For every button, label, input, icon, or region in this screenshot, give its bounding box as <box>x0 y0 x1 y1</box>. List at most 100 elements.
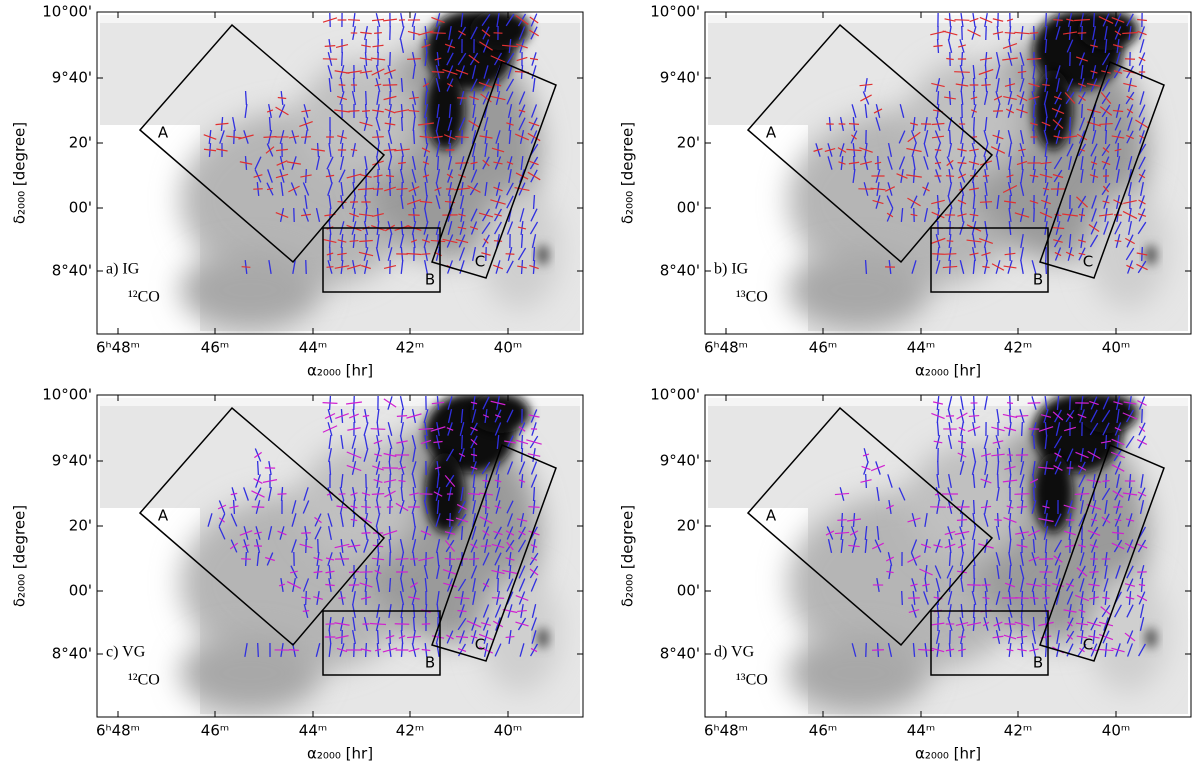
vector-cross <box>325 557 335 561</box>
vector <box>471 247 477 261</box>
vector-cross <box>275 106 289 116</box>
vector-cross <box>834 492 850 496</box>
vector-cross <box>346 451 362 459</box>
vector-cross <box>300 174 312 178</box>
vector-cross <box>409 96 419 100</box>
vector-cross <box>470 438 478 446</box>
vector-cross <box>1017 648 1027 652</box>
vector-cross <box>371 68 385 76</box>
vector <box>1043 91 1049 105</box>
vector <box>447 396 453 410</box>
vector <box>959 552 965 566</box>
y-tick-label: 9°40' <box>660 69 700 87</box>
vector <box>352 590 356 606</box>
vector <box>1127 156 1133 170</box>
vector <box>1019 130 1025 144</box>
vector <box>1068 116 1072 132</box>
vector <box>972 116 976 132</box>
vector <box>1115 52 1121 66</box>
vector-cross <box>410 582 418 588</box>
vector-cross <box>490 95 506 101</box>
vector-cross <box>396 440 408 444</box>
vector-cross <box>251 490 265 498</box>
vector-cross <box>1089 174 1099 178</box>
vector-cross <box>846 148 862 152</box>
vector <box>481 221 491 235</box>
vector <box>1008 538 1012 554</box>
vector-cross <box>1004 582 1016 588</box>
vector <box>494 552 502 566</box>
vector <box>243 487 249 501</box>
vector <box>901 590 903 606</box>
vector <box>995 65 1001 79</box>
vector-cross <box>1028 95 1040 101</box>
vector-cross <box>348 110 360 112</box>
vector <box>328 460 332 476</box>
vector <box>424 577 428 593</box>
map-cloud <box>1088 573 1168 693</box>
vector <box>376 629 380 645</box>
vector-cross <box>1041 121 1051 127</box>
x-tick-label: 40ᵐ <box>494 339 522 357</box>
vector-cross <box>420 530 432 536</box>
region-box <box>930 610 1049 676</box>
vector <box>972 499 976 515</box>
vector-cross <box>470 466 478 470</box>
vector-cross <box>324 45 336 47</box>
vector <box>946 565 954 579</box>
vector-cross <box>958 648 966 652</box>
vector-cross <box>992 31 1004 35</box>
vector <box>317 538 319 554</box>
vector <box>532 194 536 210</box>
vector <box>365 90 367 106</box>
vector-cross <box>301 109 311 113</box>
vector-cross <box>860 479 872 483</box>
vector <box>424 208 428 222</box>
vector-cross <box>383 264 397 270</box>
vector-cross <box>931 122 945 126</box>
vector-cross <box>1086 479 1102 483</box>
vector-cross <box>1003 200 1017 204</box>
vector-cross <box>229 505 239 509</box>
vector-cross <box>470 453 478 457</box>
vector-cross <box>896 173 908 179</box>
y-tick-label: 8°40' <box>660 262 700 280</box>
vector-cross <box>1114 518 1122 522</box>
vector-cross <box>479 516 493 524</box>
vector-cross <box>933 440 943 444</box>
vector <box>435 78 441 92</box>
vector-cross <box>325 570 335 574</box>
vector-cross <box>516 43 528 49</box>
vector-cross <box>265 556 275 562</box>
vector-cross <box>942 265 958 269</box>
vector-cross <box>505 635 515 639</box>
vector-cross <box>873 108 883 114</box>
vector <box>472 473 476 489</box>
vector <box>935 260 941 274</box>
vector-cross <box>481 29 491 37</box>
vector <box>864 538 868 554</box>
vector <box>530 208 538 222</box>
vector-cross <box>493 186 503 192</box>
region-box <box>1039 443 1165 662</box>
vector <box>532 246 536 262</box>
map-image <box>100 12 580 331</box>
vector-cross <box>967 426 981 432</box>
vector-cross <box>430 426 446 432</box>
vector-cross <box>455 635 469 639</box>
vector <box>1053 539 1063 553</box>
vector <box>495 461 501 475</box>
x-tick-label: 42ᵐ <box>1004 339 1032 357</box>
vector <box>530 578 538 592</box>
vector <box>971 461 977 475</box>
vector <box>972 473 976 489</box>
vector-cross <box>1002 184 1018 194</box>
vector <box>934 565 942 579</box>
vector-cross <box>421 147 431 153</box>
vector-cross <box>885 186 895 192</box>
vector <box>447 221 453 235</box>
region-label: A <box>158 124 169 142</box>
vector-cross <box>1029 597 1039 599</box>
vector-cross <box>529 29 539 37</box>
vector-cross <box>515 594 529 602</box>
